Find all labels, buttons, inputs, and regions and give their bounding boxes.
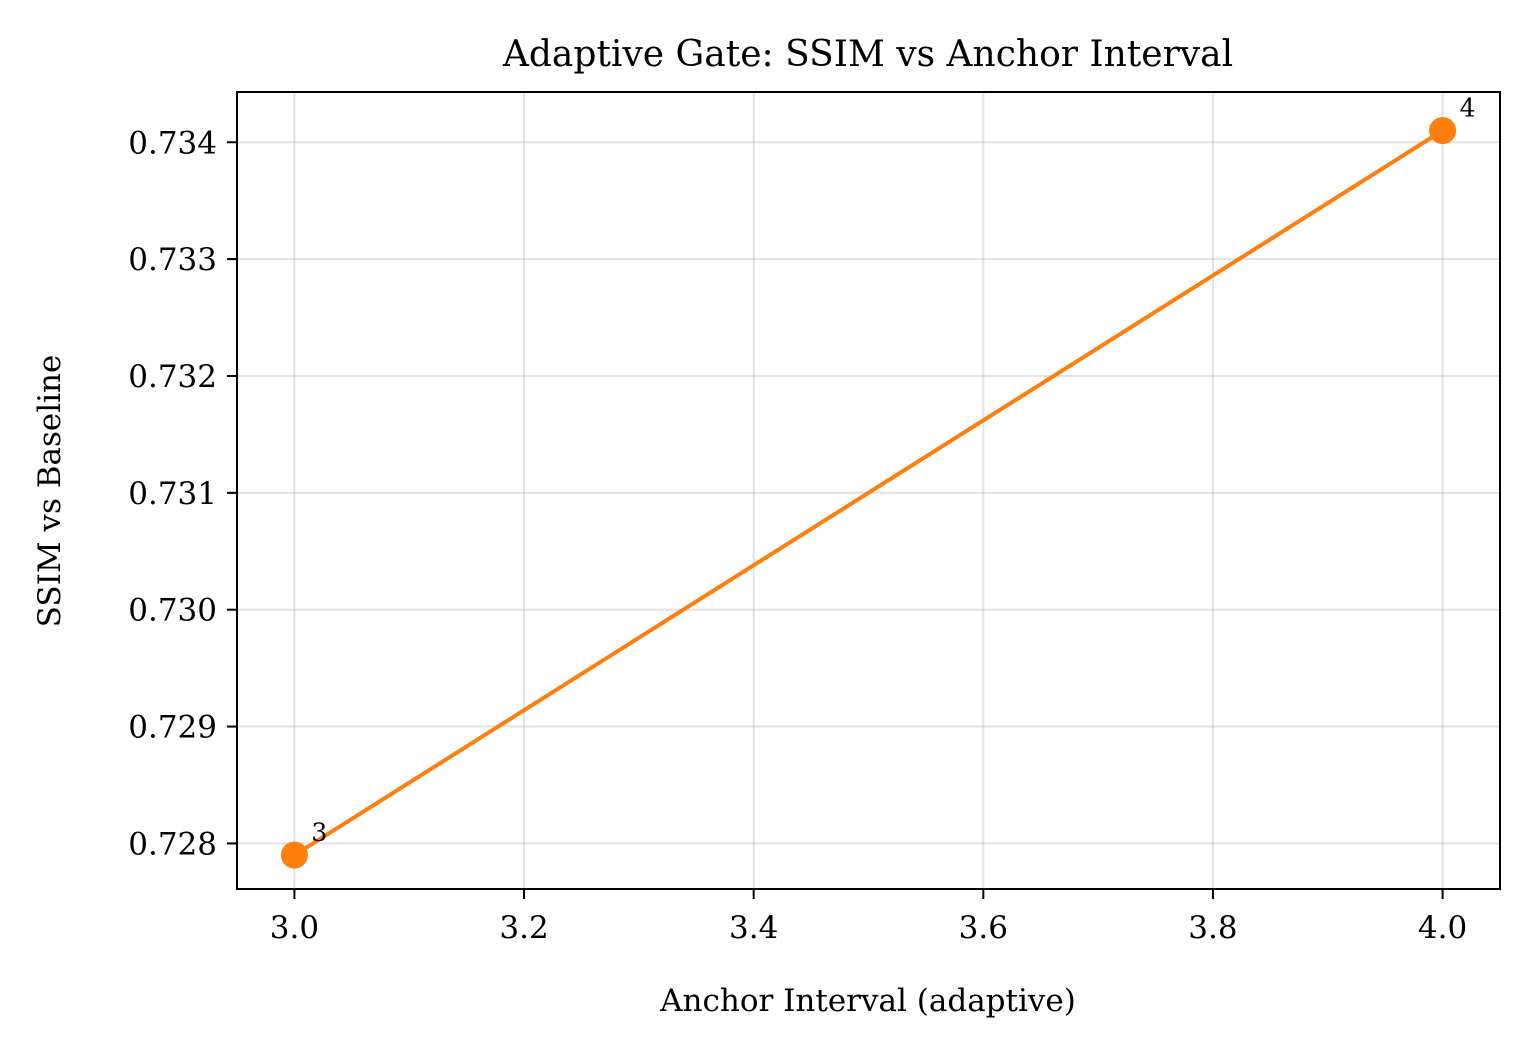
axes-ticks: 3.0 3.2 3.4 3.6 3.8 4.0 0.728 0.729 0.730 0.731 0.…	[128, 125, 1467, 946]
series-line	[291, 127, 1446, 858]
data-point-label: 4	[1460, 94, 1476, 123]
data-point-label: 3	[311, 818, 327, 847]
x-tick-label: 3.2	[499, 910, 548, 946]
y-axis-label: SSIM vs Baseline	[32, 355, 68, 628]
x-axis-label: Anchor Interval (adaptive)	[659, 983, 1076, 1019]
y-tick-label: 0.728	[128, 826, 217, 862]
y-tick-label: 0.729	[128, 710, 217, 746]
y-tick-label: 0.730	[128, 593, 217, 629]
data-point	[280, 841, 308, 869]
y-tick-label: 0.732	[128, 359, 217, 395]
plot-frame	[236, 91, 1501, 890]
y-tick-label: 0.731	[128, 476, 217, 512]
x-tick-label: 3.6	[959, 910, 1008, 946]
chart-title: Adaptive Gate: SSIM vs Anchor Interval	[502, 34, 1233, 75]
data-point	[1429, 117, 1457, 145]
x-tick-label: 3.8	[1188, 910, 1237, 946]
x-tick-label: 3.0	[270, 910, 319, 946]
grid	[237, 92, 1500, 889]
x-tick-label: 3.4	[729, 910, 778, 946]
y-tick-label: 0.733	[128, 242, 217, 278]
series-layer: 34	[280, 94, 1476, 869]
x-tick-label: 4.0	[1418, 910, 1467, 946]
y-tick-label: 0.734	[128, 125, 217, 161]
